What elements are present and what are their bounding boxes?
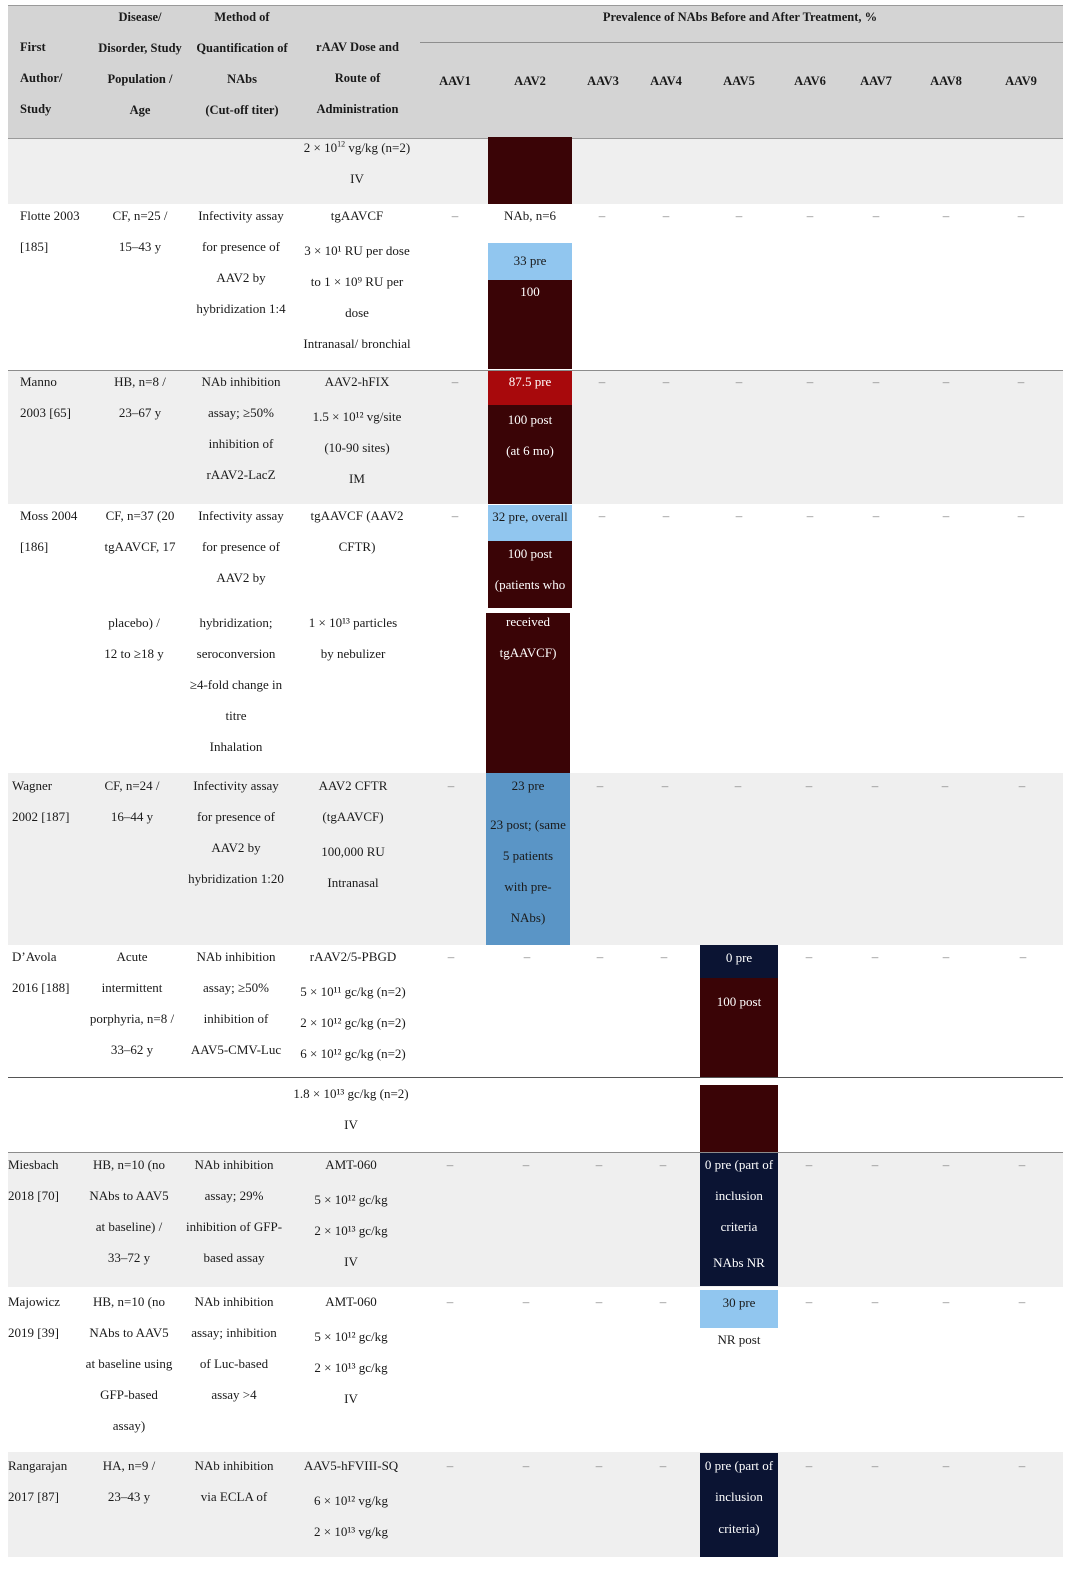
aav2-block-moss-post-cont: received tgAAVCF) (486, 613, 570, 773)
aav2-block-manno-post: 100 post (at 6 mo) (488, 405, 572, 504)
flotte-aav2-header: NAb, n=6 (503, 208, 557, 223)
aav5-block-miesbach: 0 pre (part of inclusion criteria NAbs N… (700, 1153, 778, 1286)
header-aav8: AAV8 (930, 74, 962, 88)
header-prevalence: Prevalence of NAbs Before and After Trea… (602, 10, 878, 24)
wagner-method: Infectivity assay for presence of AAV2 by h… (188, 778, 284, 886)
moss-method-cont: hybridization; seroconversion ≥4-fold chan… (189, 615, 283, 754)
aav2-block-manno-pre: 87.5 pre (488, 371, 572, 405)
davola-method: NAb inhibition assay; ≥50% inhibition of AA… (190, 949, 282, 1057)
flotte-disease: CF, n=25 /15–43 y (112, 208, 168, 254)
rangarajan-disease: HA, n=9 /23–43 y (102, 1458, 156, 1504)
header-aav3: AAV3 (587, 74, 619, 88)
manno-author: Manno 2003 [65] (20, 374, 71, 420)
rangarajan-dose: AAV5-hFVIII-SQ 6 × 10¹² vg/kg 2 × 10¹³ v… (303, 1458, 399, 1539)
moss-author: Moss 2004 [186] (20, 508, 78, 554)
cont1-route: IV (350, 171, 364, 186)
wagner-disease: CF, n=24 /16–44 y (104, 778, 160, 824)
moss-dose: tgAAVCF (AAV2 CFTR) (310, 508, 404, 554)
aav2-block-wagner: 23 pre 23 post; (same 5 patients with pr… (486, 773, 570, 945)
row-rule (8, 1152, 1063, 1153)
majowicz-author: Majowicz 2019 [39] (8, 1294, 60, 1340)
wagner-dose: AAV2 CFTR (tgAAVCF) 100,000 RU Intranasa… (318, 778, 388, 890)
moss-disease-cont: placebo) /12 to ≥18 y (104, 615, 164, 661)
header-aav5: AAV5 (723, 74, 755, 88)
header-aav7: AAV7 (860, 74, 892, 88)
header-aav1: AAV1 (439, 74, 471, 88)
rangarajan-method: NAb inhibition via ECLA of (194, 1458, 274, 1504)
miesbach-author: Miesbach 2018 [70] (8, 1157, 59, 1203)
row-rule (8, 1077, 1063, 1078)
aav2-block-moss-post: 100 post (patients who (488, 541, 572, 608)
aav5-majowicz-post: NR post (717, 1332, 761, 1347)
aav5-block-rangarajan: 0 pre (part of inclusion criteria) (700, 1453, 778, 1557)
moss-disease: CF, n=37 (20 tgAAVCF, 17 (104, 508, 176, 554)
cont2-dose: 1.8 × 10¹³ gc/kg (n=2) IV (293, 1086, 409, 1132)
miesbach-method: NAb inhibition assay; 29% inhibition of GF… (185, 1157, 283, 1265)
header-method: Method of Quantification of NAbs (Cut-off t… (196, 10, 288, 117)
aav2-block-moss-pre: 32 pre, overall (488, 505, 572, 541)
aav5-block-davola-pre: 0 pre (700, 945, 778, 978)
majowicz-disease: HB, n=10 (no NAbs to AAV5 at baseline usin… (85, 1294, 173, 1433)
table-header (8, 5, 1063, 139)
row-band-rangarajan (8, 1452, 1063, 1557)
aav2-block-flotte-post: 100 (488, 280, 572, 369)
aav5-block-majowicz-pre: 30 pre (700, 1290, 778, 1328)
manno-method: NAb inhibition assay; ≥50% inhibition of rA… (201, 374, 281, 482)
flotte-dose: tgAAVCF 3 × 10¹ RU per dose to 1 × 10⁹ R… (303, 208, 411, 351)
davola-dose: rAAV2/5-PBGD 5 × 10¹¹ gc/kg (n=2) 2 × 10… (300, 949, 406, 1061)
miesbach-disease: HB, n=10 (no NAbs to AAV5 at baseline) /33… (89, 1157, 169, 1265)
flotte-method: Infectivity assay for presence of AAV2 by h… (196, 208, 286, 316)
aav2-block-flotte-pre: 33 pre (488, 243, 572, 280)
moss-dose-cont: 1 × 10¹³ particles by nebulizer (308, 615, 398, 661)
davola-disease: Acute intermittent porphyria, n=8 /33–62 y (89, 949, 175, 1057)
row-rule (8, 370, 1063, 371)
miesbach-dose: AMT-060 5 × 10¹² gc/kg 2 × 10¹³ gc/kg IV (314, 1157, 388, 1269)
wagner-author: Wagner 2002 [187] (12, 778, 70, 824)
header-aav9: AAV9 (1005, 74, 1037, 88)
header-divider (420, 42, 1063, 43)
header-dose: rAAV Dose and Route of Administration (316, 40, 399, 116)
davola-author: D’Avola 2016 [188] (12, 949, 70, 995)
flotte-author: Flotte 2003 [185] (20, 208, 80, 254)
rangarajan-author: Rangarajan 2017 [87] (8, 1458, 68, 1504)
moss-method: Infectivity assay for presence of AAV2 by (198, 508, 284, 585)
row-band-miesbach (8, 1152, 1063, 1287)
manno-dose: AAV2-hFIX 1.5 × 10¹² vg/site (10-90 site… (312, 374, 402, 486)
aav2-block-cont1 (488, 137, 572, 204)
majowicz-method: NAb inhibition assay; inhibition of Luc-ba… (191, 1294, 277, 1402)
manno-disease: HB, n=8 /23–67 y (114, 374, 166, 420)
cont1-dose: 2 × 1012 vg/kg (n=2) (303, 139, 411, 155)
header-aav6: AAV6 (794, 74, 826, 88)
header-disease: Disease/Disorder, Study Population / Age (98, 10, 182, 117)
header-aav2: AAV2 (514, 74, 546, 88)
aav5-block-davola-post: 100 post (700, 978, 778, 1077)
header-aav4: AAV4 (650, 74, 682, 88)
majowicz-dose: AMT-060 5 × 10¹² gc/kg 2 × 10¹³ gc/kg IV (314, 1294, 388, 1406)
header-first-author: First Author/Study (20, 40, 63, 116)
aav5-block-cont2 (700, 1085, 778, 1152)
